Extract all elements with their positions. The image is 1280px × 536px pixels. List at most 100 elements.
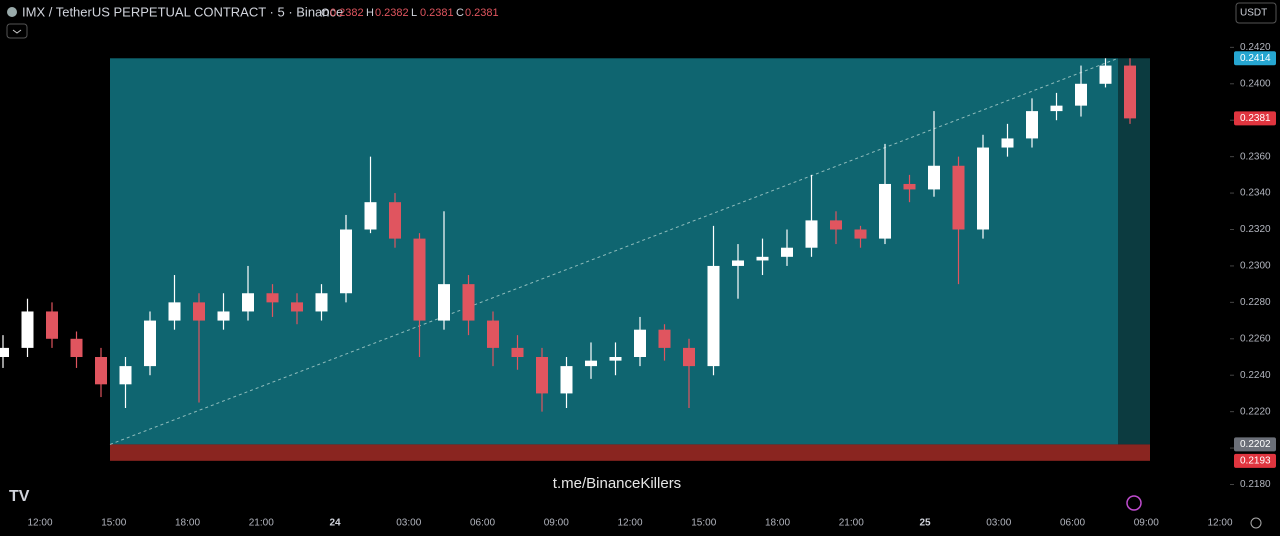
candle-body bbox=[144, 320, 156, 367]
x-tick-label: 18:00 bbox=[765, 518, 790, 529]
candle-body bbox=[977, 147, 989, 230]
candle-body bbox=[266, 293, 279, 303]
candle-body bbox=[315, 293, 328, 312]
ohlc-value: 0.2381 bbox=[465, 7, 499, 19]
candle-body bbox=[536, 357, 548, 394]
price-badge bbox=[1234, 51, 1276, 66]
price-badge bbox=[1234, 111, 1276, 126]
price-badge-label: 0.2202 bbox=[1240, 439, 1271, 450]
candle-body bbox=[830, 220, 842, 230]
y-tick-label: 0.2400 bbox=[1240, 78, 1271, 89]
candle-body bbox=[854, 229, 867, 239]
candle-body bbox=[683, 347, 695, 367]
x-tick-label: 12:00 bbox=[1207, 518, 1232, 529]
candle-body bbox=[879, 183, 891, 239]
candle-body bbox=[903, 183, 916, 190]
y-tick-label: 0.2220 bbox=[1240, 406, 1271, 417]
candle-body bbox=[487, 320, 499, 348]
candle-body bbox=[1026, 111, 1038, 139]
ohlc-key: H bbox=[366, 7, 374, 19]
candle-body bbox=[462, 284, 475, 321]
lightning-button[interactable] bbox=[1126, 495, 1142, 511]
candle-body bbox=[1124, 65, 1136, 119]
price-badge-label: 0.2381 bbox=[1240, 113, 1271, 124]
candle-body bbox=[291, 302, 303, 312]
candle-body bbox=[364, 202, 377, 230]
candle-body bbox=[707, 265, 720, 367]
ohlc-key: L bbox=[411, 7, 417, 19]
y-tick-label: 0.2340 bbox=[1240, 188, 1271, 199]
y-tick-label: 0.2180 bbox=[1240, 479, 1271, 490]
price-badge bbox=[1234, 437, 1276, 452]
tv-logo: TV bbox=[9, 488, 30, 505]
candle-body bbox=[21, 311, 34, 348]
symbol-title: IMX / TetherUS PERPETUAL CONTRACT · 5 · … bbox=[22, 4, 343, 19]
y-tick-label: 0.2300 bbox=[1240, 261, 1271, 272]
x-tick-label: 09:00 bbox=[1134, 518, 1159, 529]
x-tick-label: 03:00 bbox=[396, 518, 421, 529]
candle-body bbox=[217, 311, 230, 321]
collapse-button[interactable] bbox=[6, 23, 28, 39]
candle-body bbox=[1075, 83, 1087, 106]
candle-body bbox=[95, 357, 107, 385]
candle-body bbox=[242, 293, 254, 312]
candle-body bbox=[438, 284, 450, 321]
watermark: t.me/BinanceKillers bbox=[553, 475, 681, 492]
x-tick-label: 21:00 bbox=[249, 518, 274, 529]
chevron bbox=[12, 29, 22, 34]
x-tick-label: 09:00 bbox=[544, 518, 569, 529]
candle-body bbox=[70, 338, 83, 357]
candle-body bbox=[340, 229, 352, 294]
candle-body bbox=[389, 202, 401, 239]
candle-body bbox=[781, 247, 793, 257]
candle-body bbox=[193, 302, 205, 321]
x-tick-label: 12:00 bbox=[617, 518, 642, 529]
candle-body bbox=[1099, 65, 1112, 84]
candle-body bbox=[168, 302, 181, 321]
x-tick-label: 03:00 bbox=[986, 518, 1011, 529]
x-tick-label: 15:00 bbox=[101, 518, 126, 529]
candle-body bbox=[511, 347, 524, 357]
price-badge-label: 0.2193 bbox=[1240, 455, 1271, 466]
y-tick-label: 0.2280 bbox=[1240, 297, 1271, 308]
y-tick-label: 0.2360 bbox=[1240, 151, 1271, 162]
y-tick-label: 0.2420 bbox=[1240, 42, 1271, 53]
currency-button[interactable] bbox=[1235, 2, 1277, 24]
candle-body bbox=[756, 256, 769, 261]
target-zone bbox=[110, 58, 1118, 445]
symbol-icon bbox=[7, 7, 17, 17]
price-badge-label: 0.2414 bbox=[1240, 53, 1271, 64]
candle-body bbox=[585, 360, 597, 367]
ohlc-value: 0.2381 bbox=[420, 7, 454, 19]
ohlc-key: C bbox=[456, 7, 464, 19]
ohlc-key: O bbox=[321, 7, 330, 19]
x-tick-label: 21:00 bbox=[839, 518, 864, 529]
currency: USDT bbox=[1240, 8, 1267, 19]
candle-body bbox=[609, 357, 622, 361]
y-tick-label: 0.2240 bbox=[1240, 370, 1271, 381]
x-tick-label: 06:00 bbox=[470, 518, 495, 529]
x-tick-label: 06:00 bbox=[1060, 518, 1085, 529]
candle-body bbox=[805, 220, 818, 248]
candle-body bbox=[1050, 105, 1063, 112]
candle-body bbox=[952, 165, 965, 230]
candle-body bbox=[1001, 138, 1014, 148]
x-tick-label: 18:00 bbox=[175, 518, 200, 529]
candle-body bbox=[560, 366, 573, 394]
x-tick-label: 12:00 bbox=[27, 518, 52, 529]
price-badge bbox=[1234, 453, 1276, 468]
candle-body bbox=[0, 347, 9, 357]
candle-body bbox=[413, 238, 426, 321]
y-tick-label: 0.2260 bbox=[1240, 333, 1271, 344]
x-tick-label: 24 bbox=[329, 518, 341, 529]
settings-button[interactable] bbox=[1250, 517, 1262, 529]
candle-body bbox=[928, 165, 940, 190]
ohlc-value: 0.2382 bbox=[375, 7, 409, 19]
target-zone-future bbox=[1118, 58, 1150, 445]
x-tick-label: 15:00 bbox=[691, 518, 716, 529]
ohlc-value: 0.2382 bbox=[330, 7, 364, 19]
candle-body bbox=[658, 329, 671, 348]
candle-body bbox=[46, 311, 58, 339]
candle-body bbox=[732, 260, 744, 266]
